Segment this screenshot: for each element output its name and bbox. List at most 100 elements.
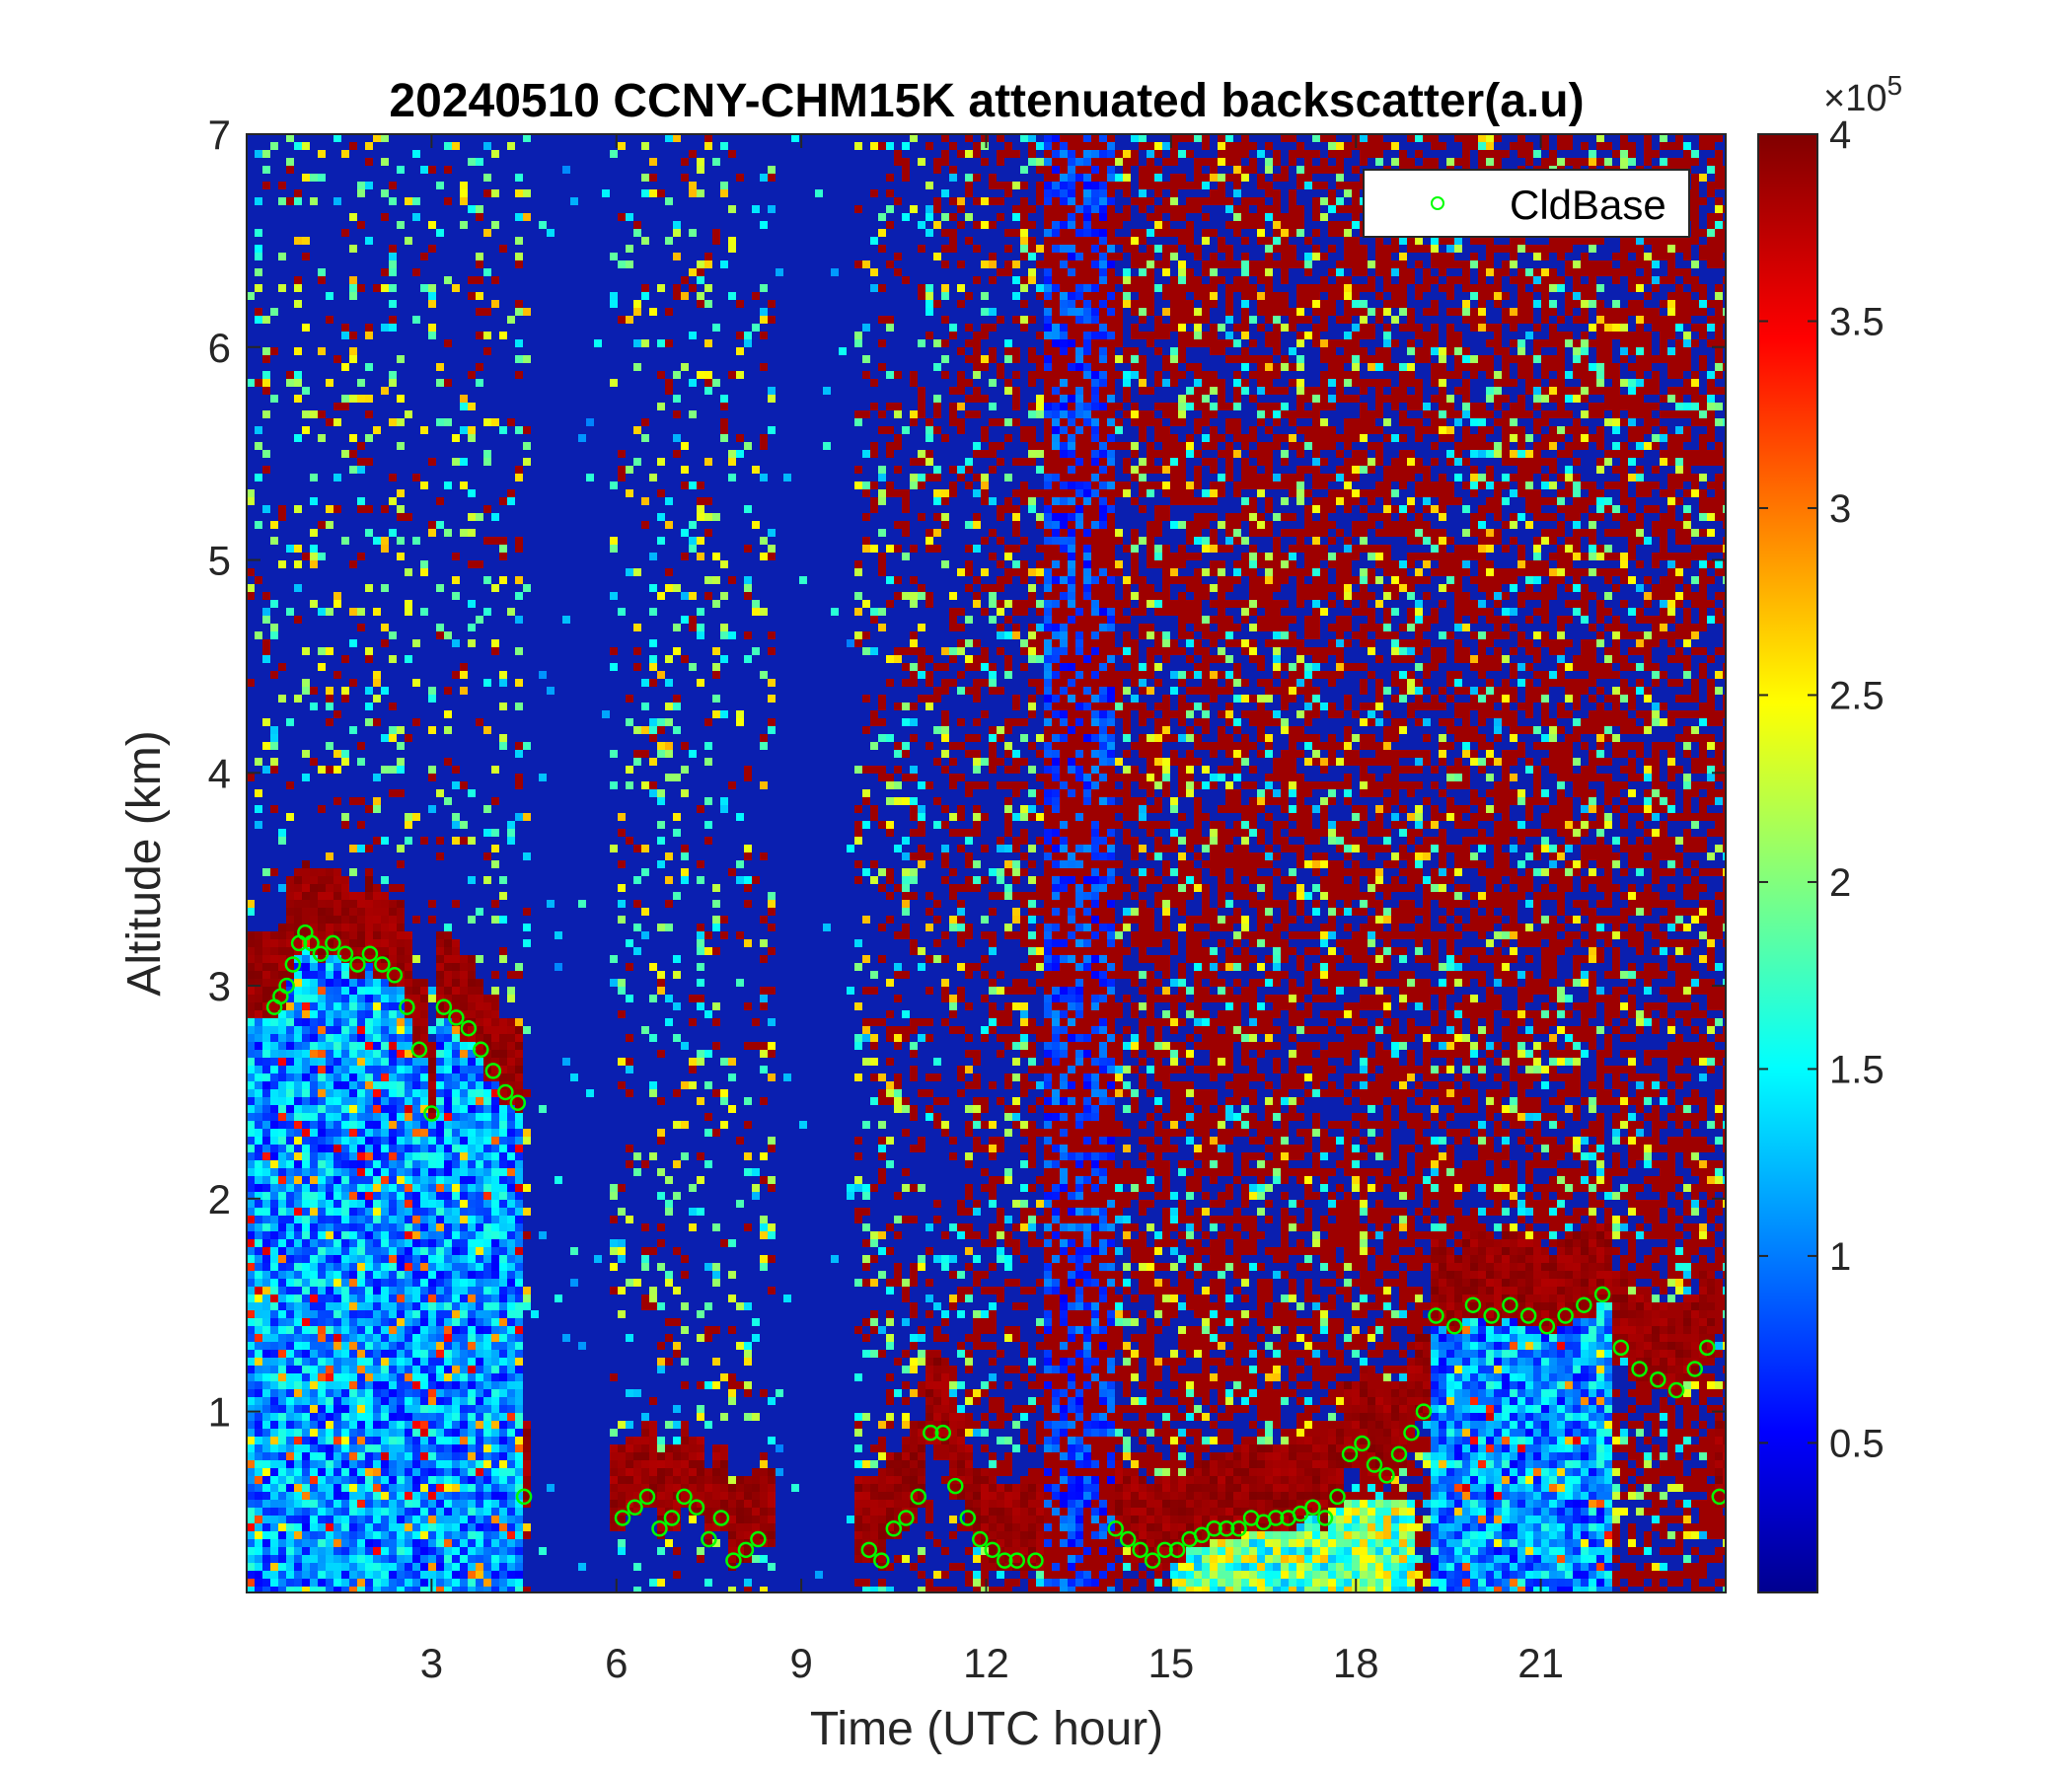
heatmap-cell (357, 608, 365, 616)
heatmap-cell (657, 1050, 665, 1058)
heatmap-cell (405, 1523, 412, 1531)
heatmap-cell (744, 766, 752, 774)
heatmap-cell (357, 1152, 365, 1160)
heatmap-cell (515, 1145, 523, 1152)
heatmap-cell (744, 1358, 752, 1366)
heatmap-cell (468, 1176, 476, 1184)
heatmap-cell (618, 916, 626, 924)
heatmap-cell (412, 1579, 420, 1587)
heatmap-cell (476, 308, 483, 316)
heatmap-cell (862, 1263, 870, 1271)
heatmap-cell (878, 1176, 886, 1184)
heatmap-cell (444, 1271, 452, 1279)
heatmap-cell (657, 537, 665, 545)
heatmap-cell (507, 1279, 515, 1287)
heatmap-cell (499, 1437, 507, 1444)
heatmap-cell (641, 174, 649, 182)
heatmap-cell (286, 1168, 294, 1176)
heatmap-cell (618, 987, 626, 995)
heatmap-cell (405, 1366, 412, 1373)
heatmap-cell (468, 1523, 476, 1531)
heatmap-cell (697, 1050, 704, 1058)
heatmap-cell (641, 1452, 649, 1460)
heatmap-cell (333, 1358, 341, 1366)
heatmap-cell (768, 545, 776, 553)
heatmap-cell (626, 1216, 633, 1223)
heatmap-cell (768, 1042, 776, 1050)
heatmap-cell (349, 1373, 357, 1381)
heatmap-cell (452, 284, 460, 292)
heatmap-cell (476, 1579, 483, 1587)
heatmap-cell (286, 1184, 294, 1192)
heatmap-cell (318, 884, 326, 892)
heatmap-cell (405, 1295, 412, 1302)
heatmap-cell (294, 695, 302, 703)
heatmap-cell (318, 1381, 326, 1389)
heatmap-cell (373, 884, 381, 892)
heatmap-cell (507, 608, 515, 616)
heatmap-cell (270, 1381, 278, 1389)
heatmap-cell (712, 379, 720, 387)
heatmap-cell (697, 963, 704, 971)
heatmap-cell (286, 971, 294, 979)
heatmap-cell (420, 1452, 428, 1460)
heatmap-cell (681, 868, 689, 876)
heatmap-cell (744, 576, 752, 584)
heatmap-cell (641, 1263, 649, 1271)
heatmap-cell (405, 1018, 412, 1026)
heatmap-cell (365, 1255, 373, 1263)
heatmap-cell (436, 631, 444, 639)
heatmap-cell (460, 1381, 468, 1389)
heatmap-cell (333, 955, 341, 963)
heatmap-cell (357, 1216, 365, 1223)
heatmap-cell (507, 1152, 515, 1160)
heatmap-cell (444, 1073, 452, 1081)
heatmap-cell (704, 742, 712, 750)
heatmap-cell (341, 1452, 349, 1460)
heatmap-cell (626, 1066, 633, 1073)
heatmap-cell (357, 1310, 365, 1318)
heatmap-cell (460, 1192, 468, 1200)
heatmap-cell (870, 450, 878, 458)
heatmap-cell (665, 1452, 673, 1460)
heatmap-cell (341, 1026, 349, 1034)
heatmap-cell (515, 1318, 523, 1326)
heatmap-cell (270, 600, 278, 608)
heatmap-cell (878, 339, 886, 347)
heatmap-cell (870, 189, 878, 197)
heatmap-cell (341, 1539, 349, 1547)
heatmap-cell (397, 537, 405, 545)
heatmap-cell (341, 1373, 349, 1381)
heatmap-cell (910, 545, 918, 553)
heatmap-cell (310, 1168, 318, 1176)
heatmap-cell (286, 1492, 294, 1500)
heatmap-cell (420, 987, 428, 995)
heatmap-cell (326, 1121, 333, 1129)
heatmap-cell (499, 1531, 507, 1539)
heatmap-cell (428, 726, 436, 734)
heatmap-cell (286, 1302, 294, 1310)
heatmap-cell (389, 1066, 397, 1073)
heatmap-cell (247, 908, 255, 916)
heatmap-cell (641, 750, 649, 758)
heatmap-cell (389, 1350, 397, 1358)
heatmap-cell (673, 1523, 681, 1531)
heatmap-cell (665, 237, 673, 245)
heatmap-cell (302, 647, 310, 655)
heatmap-cell (626, 781, 633, 789)
heatmap-cell (349, 292, 357, 300)
heatmap-cell (768, 174, 776, 182)
heatmap-cell (349, 1239, 357, 1247)
heatmap-cell (704, 931, 712, 939)
heatmap-cell (507, 995, 515, 1002)
heatmap-cell (373, 284, 381, 292)
heatmap-cell (870, 1184, 878, 1192)
heatmap-cell (326, 924, 333, 931)
heatmap-cell (452, 939, 460, 947)
heatmap-cell (649, 189, 657, 197)
heatmap-cell (468, 1326, 476, 1334)
heatmap-cell (491, 1247, 499, 1255)
heatmap-cell (452, 1421, 460, 1429)
heatmap-cell (333, 1342, 341, 1350)
heatmap-cell (262, 1452, 270, 1460)
